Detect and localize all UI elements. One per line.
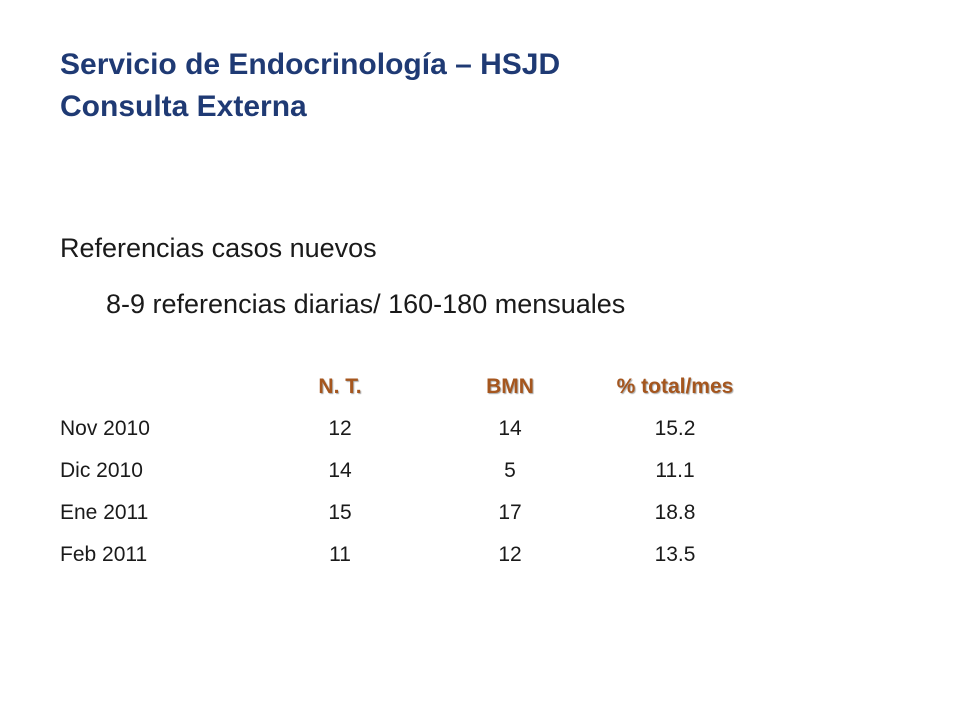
referrals-summary: Referencias casos nuevos 8-9 referencias… — [60, 220, 625, 332]
column-header-nt: N. T. — [318, 375, 362, 398]
cell-bmn: 14 — [498, 417, 522, 440]
cell-nt: 11 — [329, 543, 351, 566]
cell-pct: 18.8 — [654, 501, 696, 524]
row-label: Nov 2010 — [60, 417, 150, 440]
cell-nt: 15 — [328, 501, 352, 524]
row-label: Dic 2010 — [60, 459, 143, 482]
cell-pct: 11.1 — [655, 459, 695, 482]
title-line-1: Servicio de Endocrinología – HSJD — [60, 48, 561, 81]
cell-bmn: 5 — [504, 459, 516, 482]
cell-nt: 12 — [328, 417, 352, 440]
row-label: Ene 2011 — [60, 501, 149, 524]
row-label: Feb 2011 — [60, 543, 148, 566]
column-header-bmn: BMN — [486, 375, 534, 398]
cell-nt: 14 — [328, 459, 352, 482]
title-line-2: Consulta Externa — [60, 90, 307, 123]
cell-bmn: 17 — [498, 501, 522, 524]
cell-pct: 13.5 — [654, 543, 696, 566]
column-header-pct: % total/mes — [616, 375, 734, 398]
cell-bmn: 12 — [498, 543, 522, 566]
slide-title: Servicio de Endocrinología – HSJD Consul… — [60, 44, 560, 128]
cell-pct: 15.2 — [654, 417, 696, 440]
summary-detail: 8-9 referencias diarias/ 160-180 mensual… — [106, 289, 626, 319]
summary-heading: Referencias casos nuevos — [60, 233, 377, 263]
